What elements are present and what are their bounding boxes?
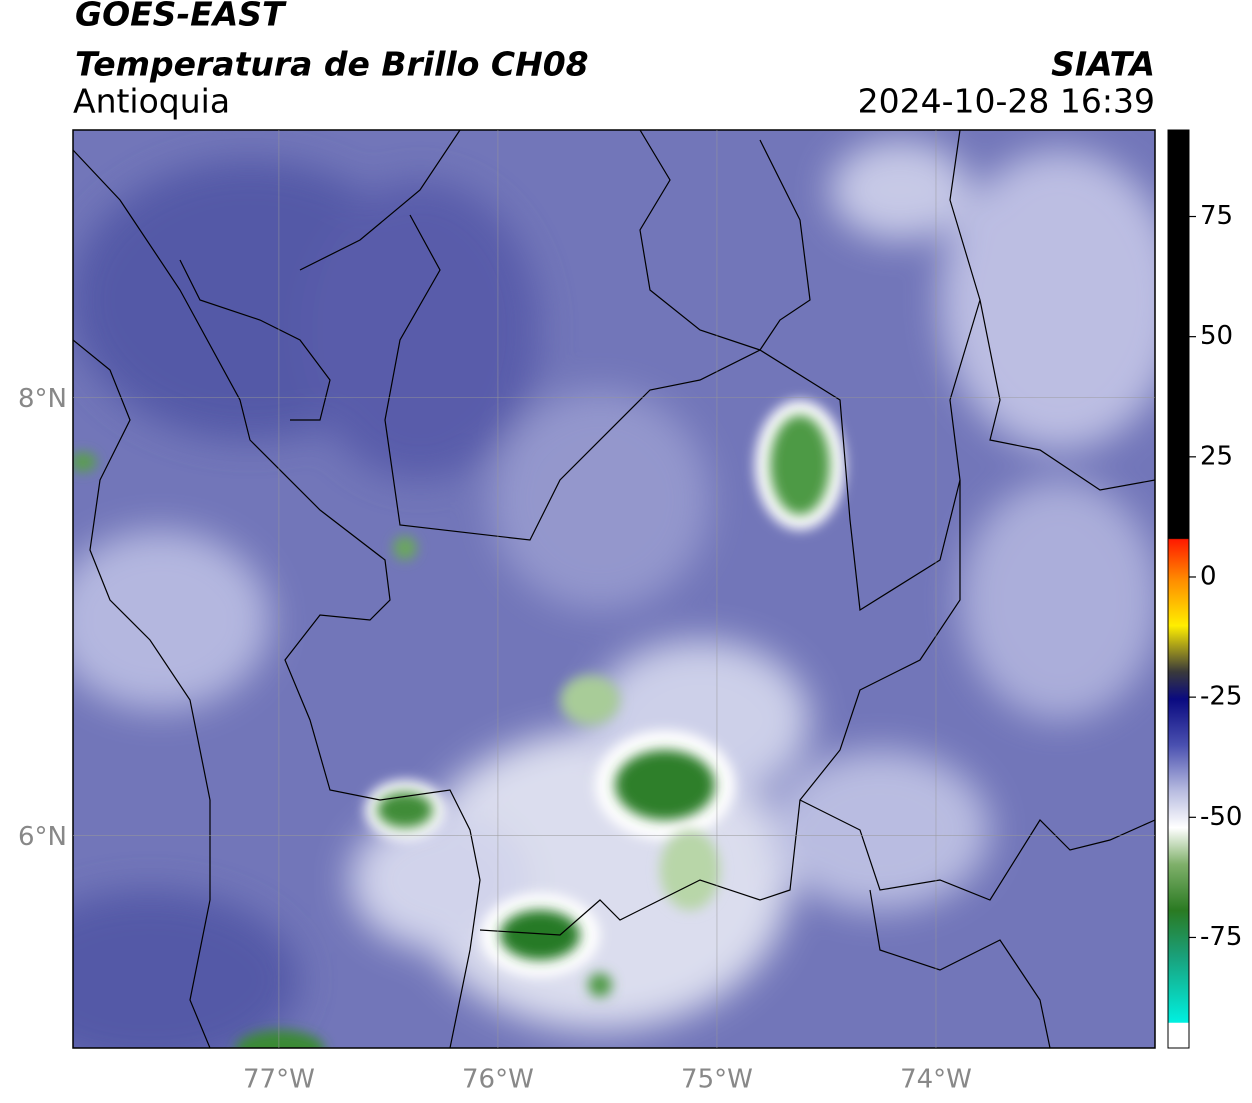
x-tick-label: 75°W bbox=[681, 1065, 753, 1095]
boundaries bbox=[73, 130, 1155, 1048]
source: SIATA bbox=[1051, 45, 1155, 84]
map-frame bbox=[72, 129, 1156, 1049]
colorbar-tick-label: 75 bbox=[1200, 201, 1233, 231]
title: GOES-EAST bbox=[75, 0, 287, 34]
colorbar-tick-label: -25 bbox=[1200, 682, 1242, 712]
subtitle: Temperatura de Brillo CH08 bbox=[75, 45, 589, 84]
colorbar-tick-label: 50 bbox=[1200, 321, 1233, 351]
colorbar bbox=[1167, 129, 1190, 1049]
datetime: 2024-10-28 16:39 bbox=[858, 82, 1155, 121]
x-tick-label: 76°W bbox=[462, 1065, 534, 1095]
colorbar-tick-label: 0 bbox=[1200, 561, 1217, 591]
y-tick-label: 6°N bbox=[18, 822, 67, 852]
satellite-image bbox=[73, 130, 1155, 1048]
colorbar-tick-label: -50 bbox=[1200, 802, 1242, 832]
region: Antioquia bbox=[73, 82, 230, 121]
x-tick-label: 74°W bbox=[900, 1065, 972, 1095]
x-tick-label: 77°W bbox=[243, 1065, 315, 1095]
y-tick-label: 8°N bbox=[18, 384, 67, 414]
colorbar-tick-label: -75 bbox=[1200, 922, 1242, 952]
colorbar-tick-label: 25 bbox=[1200, 441, 1233, 471]
